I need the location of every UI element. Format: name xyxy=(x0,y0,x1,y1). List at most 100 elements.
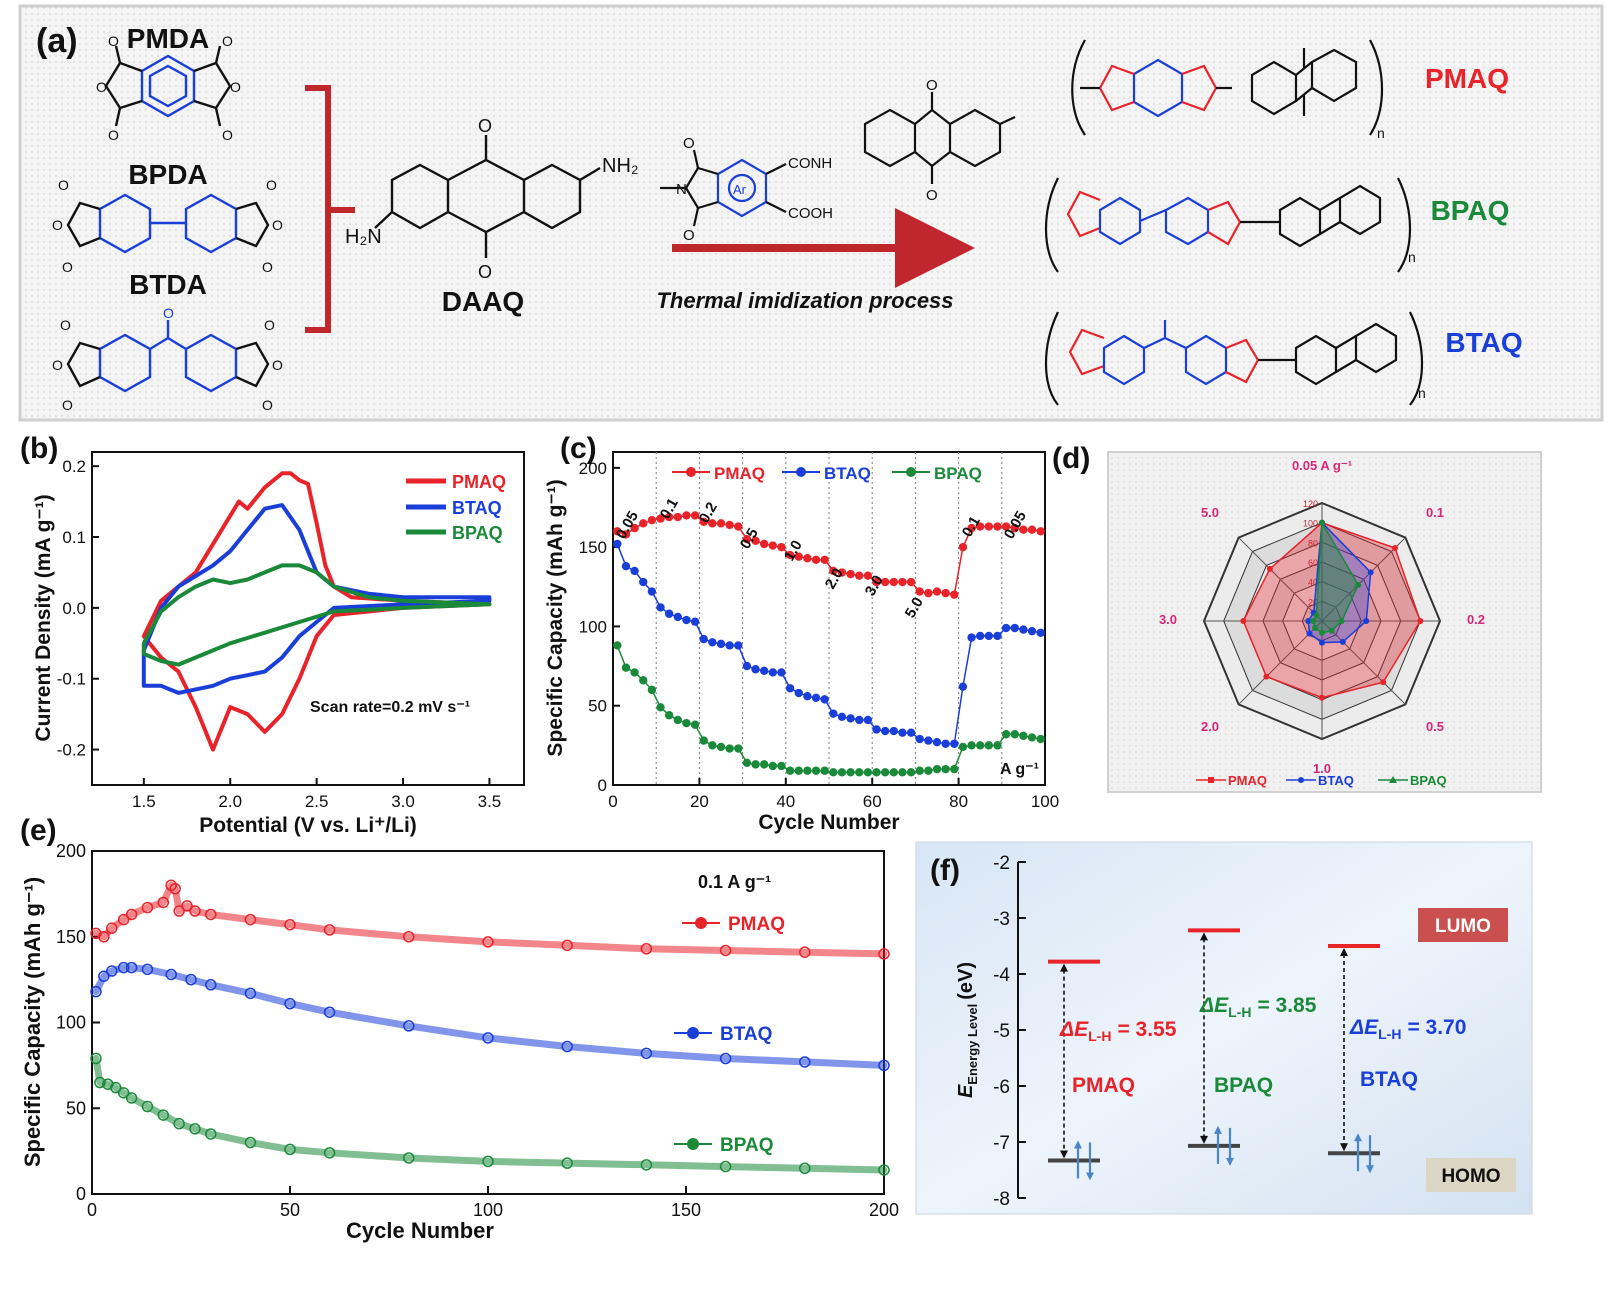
e-ytick-label: 0 xyxy=(76,1184,86,1204)
rate-point-btaq xyxy=(621,561,631,571)
b-xtick-label: 3.0 xyxy=(391,792,415,811)
c-xtick-label: 20 xyxy=(690,792,709,811)
polymer-pmaq-label: PMAQ xyxy=(1425,63,1509,94)
rate-point-pmaq xyxy=(699,517,708,526)
b-ylabel: Current Density (mA g⁻¹) xyxy=(32,494,55,741)
panel-e-label: (e) xyxy=(20,814,57,847)
radar-point-bpaq xyxy=(1338,618,1345,624)
rate-point-bpaq xyxy=(984,741,994,750)
c-xtick-label: 60 xyxy=(863,792,882,811)
rate-point-bpaq xyxy=(829,768,838,777)
cycle-point-bpaq xyxy=(244,1136,257,1149)
rate-point-bpaq xyxy=(1019,731,1028,741)
d-legend-btaq: BTAQ xyxy=(1318,773,1354,788)
rate-point-btaq xyxy=(751,665,760,674)
rate-point-btaq xyxy=(682,615,691,625)
rate-point-btaq xyxy=(906,728,916,737)
rate-point-btaq xyxy=(1001,623,1011,633)
rate-point-bpaq xyxy=(716,742,726,752)
panel-d-radar-chart: (d) 120 100 80 60 40 20 0.05 A g⁻¹ 0.1 0.2 0.5 1.… xyxy=(1052,442,1542,793)
rate-point-bpaq xyxy=(768,761,778,771)
svg-text:O: O xyxy=(264,317,275,333)
panel-b-legend: PMAQ BTAQ BPAQ xyxy=(406,472,506,543)
b-ytick-label: 0.0 xyxy=(62,599,86,618)
c-ytick-label: 0 xyxy=(598,776,607,795)
cycle-point-btaq xyxy=(205,979,217,991)
rate-point-bpaq xyxy=(803,766,812,775)
rate-point-pmaq xyxy=(751,536,760,545)
rate-point-bpaq xyxy=(932,764,942,774)
rate-point-bpaq xyxy=(647,685,657,695)
c-xtick-label: 0 xyxy=(608,792,617,811)
d-axis-label: 3.0 xyxy=(1159,612,1177,627)
rate-point-bpaq xyxy=(872,768,881,777)
radar-point-btaq xyxy=(1363,618,1370,624)
svg-text:O: O xyxy=(52,357,63,373)
e-xtick-label: 100 xyxy=(473,1200,503,1220)
radar-point-btaq xyxy=(1306,630,1313,637)
cycle-point-pmaq xyxy=(640,943,653,955)
b-xtick-label: 2.5 xyxy=(305,792,329,811)
rate-point-pmaq xyxy=(1001,522,1011,531)
cycle-band-bpaq xyxy=(92,1055,888,1174)
svg-text:O: O xyxy=(163,305,174,321)
cycle-point-pmaq xyxy=(169,882,181,895)
btaq-structure xyxy=(1044,311,1424,406)
cycle-point-pmaq xyxy=(189,905,201,917)
rate-point-bpaq xyxy=(621,663,631,672)
cycle-point-bpaq xyxy=(141,1100,154,1113)
panel-c-label: (c) xyxy=(560,432,597,465)
d-legend-pmaq: PMAQ xyxy=(1228,773,1267,788)
svg-text:O: O xyxy=(58,177,69,193)
homo-badge xyxy=(1426,1158,1516,1192)
rate-point-btaq xyxy=(984,631,994,641)
rate-point-bpaq xyxy=(639,676,648,685)
cycle-point-bpaq xyxy=(125,1092,138,1104)
cycle-point-bpaq xyxy=(284,1143,296,1156)
panel-c-series xyxy=(613,511,1045,777)
radar-point-btaq xyxy=(1339,638,1346,645)
rate-point-pmaq xyxy=(829,566,838,576)
electron-spin-head xyxy=(1366,1165,1374,1174)
cycle-point-pmaq xyxy=(403,931,415,943)
svg-text:O: O xyxy=(262,259,273,275)
rate-point-btaq xyxy=(846,714,855,723)
radar-point-btaq xyxy=(1319,639,1325,646)
rate-point-pmaq xyxy=(984,522,994,531)
svg-text:O: O xyxy=(62,397,73,413)
svg-text:O: O xyxy=(222,127,233,143)
rate-point-bpaq xyxy=(915,766,924,775)
cv-curve-pmaq xyxy=(141,471,492,752)
rate-point-bpaq xyxy=(777,761,786,771)
f-ytick-label: -3 xyxy=(993,909,1010,930)
cycle-point-btaq xyxy=(799,1056,811,1068)
d-axis-label: 1.0 xyxy=(1313,761,1331,776)
rate-point-pmaq xyxy=(1019,525,1028,534)
cycle-point-bpaq xyxy=(205,1128,217,1140)
rate-point-pmaq xyxy=(742,535,752,544)
cycle-point-btaq xyxy=(284,997,296,1010)
f-polymer-name: BTAQ xyxy=(1360,1068,1418,1091)
bpda-structure: O O O O O O xyxy=(52,177,283,275)
b-xtick-label: 3.5 xyxy=(478,792,502,811)
rate-point-btaq xyxy=(855,715,864,725)
e-xlabel: Cycle Number xyxy=(346,1218,494,1243)
panel-e-series xyxy=(90,879,890,1176)
rate-point-pmaq xyxy=(906,577,916,587)
rate-point-btaq xyxy=(777,668,786,677)
d-axis-label: 5.0 xyxy=(1201,505,1219,520)
rate-point-bpaq xyxy=(664,711,674,720)
rate-point-pmaq xyxy=(621,530,631,539)
d-axis-label: 0.1 xyxy=(1426,505,1444,520)
rate-point-pmaq xyxy=(613,527,622,536)
lumo-badge xyxy=(1418,908,1508,942)
panel-a-background xyxy=(18,4,1604,422)
f-ylabel-e: E xyxy=(955,1084,977,1098)
c-legend-bpaq: BPAQ xyxy=(934,464,982,483)
gap-label-pmaq: ΔEL-H = 3.55 xyxy=(1059,1018,1177,1044)
panel-d-axis-labels: 0.05 A g⁻¹ 0.1 0.2 0.5 1.0 2.0 3.0 5.0 xyxy=(1159,458,1485,776)
panel-c-legend: PMAQ BTAQ BPAQ xyxy=(672,464,982,483)
radar-point-btaq xyxy=(1367,569,1374,576)
rate-point-pmaq xyxy=(785,550,795,560)
cycle-point-btaq xyxy=(106,965,118,977)
